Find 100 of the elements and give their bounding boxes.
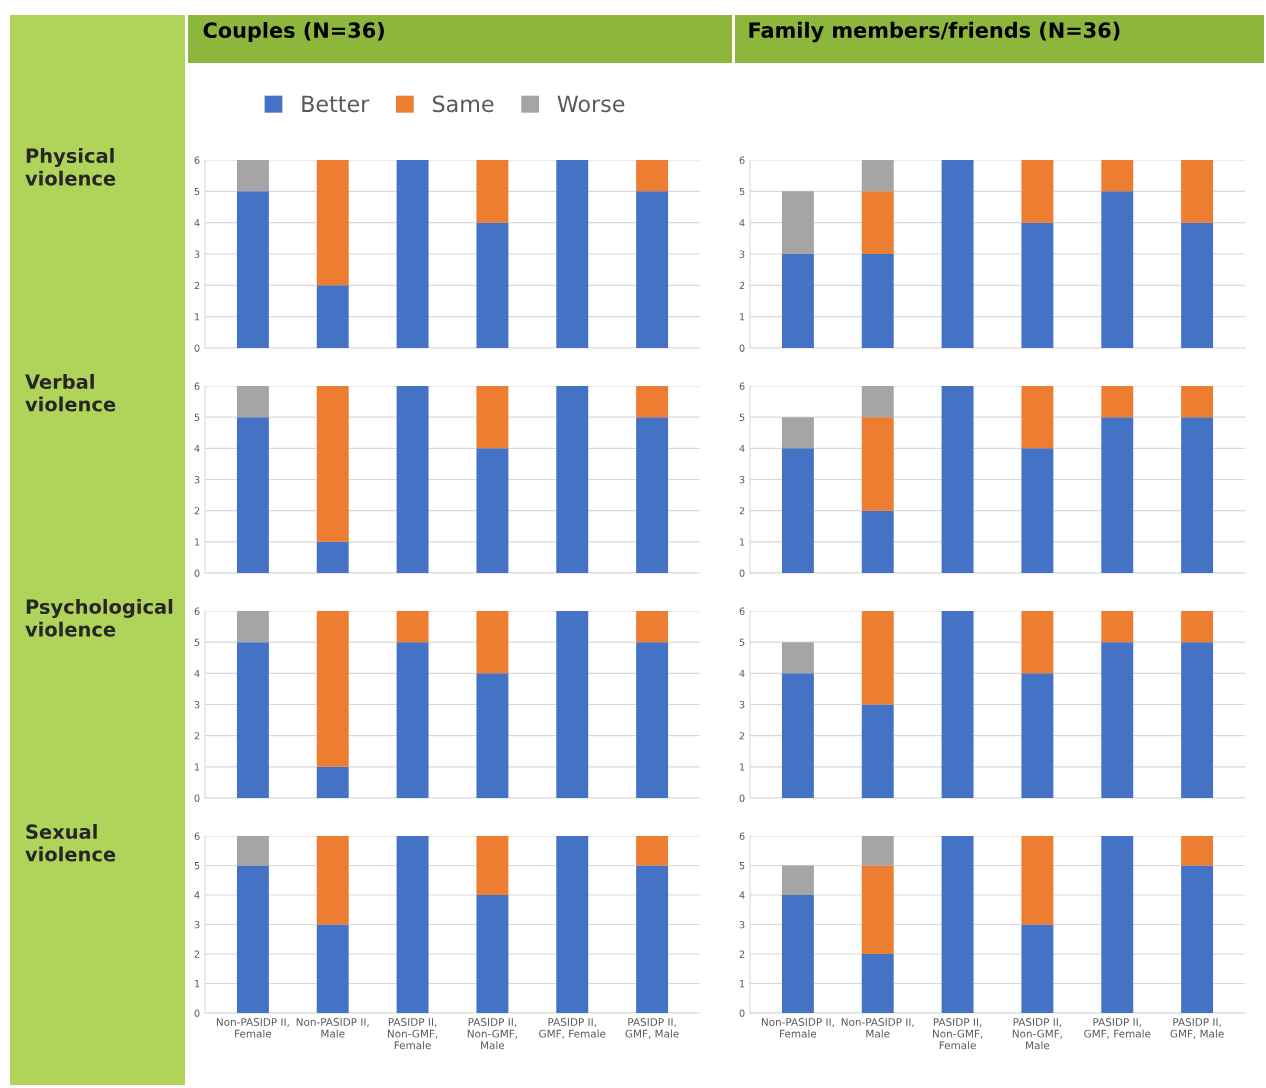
x-tick-label: Non-PASIDP II, Female [216, 1018, 289, 1038]
bar [781, 254, 814, 348]
bar [636, 386, 669, 418]
x-tick-label: PASIDP II, GMF, Female [1084, 1018, 1151, 1039]
y-tick-label: 0 [739, 569, 745, 577]
bar [636, 836, 669, 866]
x-tick-label: PASIDP II, GMF, Female [539, 1018, 606, 1039]
x-tick-label: PASIDP II, Non-GMF, Male [1012, 1018, 1063, 1050]
y-tick-label: 4 [739, 891, 745, 899]
y-tick-label: 3 [739, 700, 745, 709]
y-tick-label: 5 [739, 862, 745, 870]
y-tick-label: 1 [195, 763, 200, 771]
bar [236, 836, 269, 866]
bar [636, 642, 669, 798]
x-tick-label: PASIDP II, Non-GMF, Female [387, 1018, 438, 1050]
y-tick-label: 0 [194, 794, 200, 802]
bar [1101, 191, 1134, 348]
bar [236, 417, 269, 573]
legend-label: Better [302, 95, 370, 113]
y-tick-label: 1 [740, 538, 745, 546]
bar [941, 386, 974, 573]
y-tick-label: 3 [739, 475, 745, 484]
bar [476, 673, 509, 798]
y-tick-label: 6 [739, 382, 745, 390]
bar [316, 924, 349, 1013]
bar [1021, 222, 1054, 348]
bar [476, 222, 509, 348]
y-tick-label: 2 [194, 950, 200, 958]
bar [861, 386, 894, 418]
x-tick-label: PASIDP II, Non-GMF, Female [932, 1018, 983, 1050]
y-tick-label: 6 [739, 156, 745, 164]
bar [316, 285, 349, 348]
bar [781, 895, 814, 1013]
y-tick-label: 3 [194, 250, 200, 258]
bar [941, 836, 974, 1013]
y-tick-label: 0 [194, 1009, 200, 1017]
y-tick-label: 4 [739, 444, 745, 453]
bar [236, 642, 269, 798]
bar [636, 191, 669, 348]
y-tick-label: 4 [194, 444, 200, 453]
y-tick-label: 3 [194, 700, 200, 709]
bar [236, 191, 269, 348]
bar [636, 417, 669, 573]
bar [236, 386, 269, 418]
y-tick-label: 6 [739, 607, 745, 615]
x-tick-label: PASIDP II, GMF, Male [625, 1018, 679, 1039]
bar [861, 836, 894, 866]
bar [861, 611, 894, 705]
y-tick-label: 0 [739, 344, 745, 352]
bar [556, 160, 589, 348]
y-tick-label: 2 [194, 507, 200, 515]
y-axis-title: Psychological violence [25, 599, 173, 637]
x-tick-label: Non-PASIDP II, Male [296, 1018, 369, 1038]
bar [1181, 836, 1214, 866]
y-tick-label: 5 [194, 413, 200, 421]
y-tick-label: 3 [194, 920, 200, 929]
bar [1021, 160, 1054, 223]
bar [1021, 924, 1054, 1013]
y-tick-label: 1 [740, 313, 745, 321]
x-tick-label: Non-PASIDP II, Male [841, 1018, 914, 1038]
y-tick-label: 1 [195, 980, 200, 988]
bar [1021, 386, 1054, 449]
bar [476, 895, 509, 1013]
bar [556, 386, 589, 573]
bar [316, 160, 349, 286]
bar [1101, 417, 1134, 573]
bar [476, 160, 509, 223]
bar [236, 160, 269, 192]
bar [781, 417, 814, 449]
y-tick-label: 6 [194, 607, 200, 615]
bar [316, 541, 349, 573]
bar [316, 836, 349, 925]
y-tick-label: 3 [739, 250, 745, 258]
x-tick-label: PASIDP II, Non-GMF, Male [467, 1018, 518, 1050]
y-axis-title: Sexual violence [25, 824, 116, 862]
y-tick-label: 5 [194, 862, 200, 870]
y-tick-label: 5 [194, 638, 200, 646]
bar [316, 611, 349, 767]
bar [1101, 386, 1134, 418]
bar [636, 611, 669, 643]
y-tick-label: 6 [194, 156, 200, 164]
bar [1021, 673, 1054, 798]
y-tick-label: 2 [739, 507, 745, 515]
bar [1181, 865, 1214, 1013]
bar [861, 254, 894, 348]
bar [1181, 386, 1214, 418]
bar [941, 611, 974, 798]
bar [861, 417, 894, 511]
y-tick-label: 4 [194, 669, 200, 678]
bar [861, 510, 894, 573]
y-tick-label: 2 [194, 732, 200, 740]
x-tick-label: Non-PASIDP II, Female [761, 1018, 834, 1038]
bar [476, 836, 509, 895]
y-tick-label: 2 [739, 950, 745, 958]
bar [636, 865, 669, 1013]
bar [1101, 836, 1134, 1013]
bar [476, 448, 509, 573]
y-tick-label: 6 [194, 382, 200, 390]
bar [476, 386, 509, 449]
bar [781, 865, 814, 895]
